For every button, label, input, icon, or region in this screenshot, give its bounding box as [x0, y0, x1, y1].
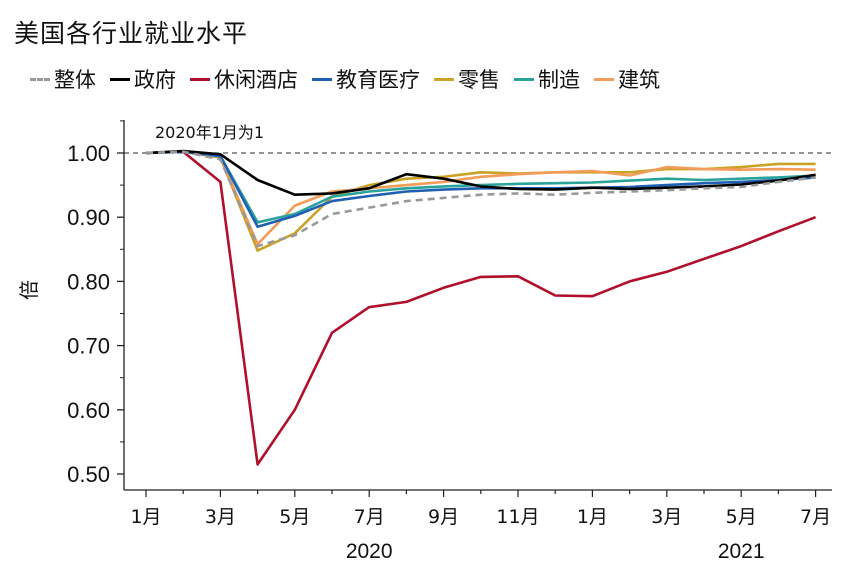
legend-swatch — [434, 77, 454, 81]
series-line-3 — [145, 150, 816, 229]
legend-swatch — [30, 77, 50, 81]
legend-swatch — [190, 77, 210, 81]
legend-label: 教育医疗 — [336, 68, 420, 92]
legend-item-construction: 建筑 — [594, 64, 660, 94]
legend-item-leisure-hospitality: 休闲酒店 — [190, 64, 298, 94]
legend-swatch — [110, 77, 130, 81]
y-tick-label: 1.00 — [67, 141, 110, 166]
legend-label: 制造 — [538, 68, 580, 92]
legend-item-retail: 零售 — [434, 64, 500, 94]
y-tick-label: 0.70 — [67, 334, 110, 359]
series-line-6 — [145, 150, 816, 246]
x-tick-label: 5月 — [279, 506, 310, 528]
legend: 整体 政府 休闲酒店 教育医疗 零售 制造 建筑 — [30, 64, 674, 94]
x-year-label: 2021 — [718, 540, 765, 563]
x-tick-label: 7月 — [800, 506, 831, 528]
y-tick-label: 0.90 — [67, 205, 110, 230]
x-tick-label: 7月 — [354, 506, 385, 528]
legend-label: 政府 — [134, 68, 176, 92]
legend-label: 零售 — [458, 68, 500, 92]
x-tick-label: 11月 — [496, 506, 539, 528]
y-tick-label: 0.80 — [67, 269, 110, 294]
x-tick-label: 3月 — [651, 506, 682, 528]
x-tick-label: 1月 — [577, 506, 608, 528]
legend-label: 整体 — [54, 68, 96, 92]
x-tick-label: 5月 — [726, 506, 757, 528]
legend-swatch — [312, 77, 332, 81]
x-tick-label: 9月 — [428, 506, 459, 528]
series-line-2 — [145, 150, 817, 466]
legend-item-education-health: 教育医疗 — [312, 64, 420, 94]
legend-swatch — [594, 77, 614, 81]
series-lines — [145, 149, 817, 466]
legend-item-manufacturing: 制造 — [514, 64, 580, 94]
legend-item-overall: 整体 — [30, 64, 96, 94]
series-line-1 — [145, 149, 816, 196]
series-line-0 — [145, 150, 816, 248]
axes: 0.50 0.60 0.70 0.80 0.90 1.00 1月 3月 5月 7月 9月 11月 1月 3… — [67, 120, 832, 563]
legend-item-government: 政府 — [110, 64, 176, 94]
chart-title: 美国各行业就业水平 — [14, 19, 249, 48]
legend-swatch — [514, 77, 534, 81]
y-tick-label: 0.60 — [67, 398, 110, 423]
x-tick-label: 1月 — [130, 506, 161, 528]
baseline-annotation: 2020年1月为1 — [155, 123, 264, 142]
y-axis-label: 倍 — [17, 280, 41, 300]
x-tick-label: 3月 — [205, 506, 236, 528]
legend-label: 休闲酒店 — [214, 68, 298, 92]
legend-label: 建筑 — [618, 68, 660, 92]
y-tick-label: 0.50 — [67, 462, 110, 487]
x-year-label: 2020 — [346, 540, 393, 563]
